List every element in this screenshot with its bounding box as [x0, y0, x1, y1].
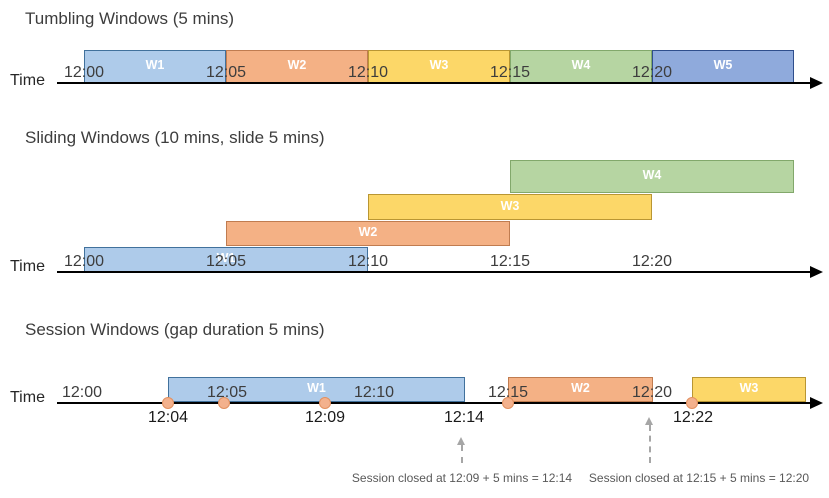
- event-dot-12-05: [218, 397, 230, 409]
- event-dot-12-04: [162, 397, 174, 409]
- window-bar-w3-session: [692, 377, 806, 402]
- tick-label-tumbling-12-05: 12:05: [205, 64, 247, 81]
- tick-label-tumbling-12-15: 12:15: [489, 64, 531, 81]
- sliding-section-title: Sliding Windows (10 mins, slide 5 mins): [25, 128, 325, 147]
- event-dot-12-22: [686, 397, 698, 409]
- window-bar-w1-sliding: [84, 247, 368, 272]
- session-close-annotation-2: Session closed at 12:15 + 5 mins = 12:20: [588, 471, 810, 485]
- window-label-w4-sliding: W4: [642, 168, 662, 182]
- event-time-label-12-04: 12:04: [147, 409, 189, 426]
- window-label-w1-tumbling: W1: [145, 58, 165, 72]
- window-label-w2-session: W2: [571, 381, 590, 395]
- tick-label-tumbling-12-10: 12:10: [347, 64, 389, 81]
- callout-arrowhead-icon-2: [645, 417, 653, 425]
- event-dot-12-15: [502, 397, 514, 409]
- tumbling-time-axis-label: Time: [10, 72, 45, 89]
- session-section-title: Session Windows (gap duration 5 mins): [25, 320, 325, 339]
- window-label-w3-tumbling: W3: [429, 58, 449, 72]
- window-bar-w1-session: [168, 377, 465, 402]
- timeline-arrowhead-icon-tumbling: [810, 77, 823, 89]
- window-bar-w4-sliding: [510, 160, 794, 193]
- timeline-axis-tumbling: [57, 82, 810, 84]
- session-time-axis-label: Time: [10, 389, 45, 406]
- callout-arrow-line-2: [649, 425, 651, 463]
- tick-label-tumbling-12-00: 12:00: [63, 64, 105, 81]
- window-label-w3-session: W3: [739, 381, 759, 395]
- sliding-time-axis-label: Time: [10, 258, 45, 275]
- callout-arrowhead-icon-1: [457, 437, 465, 445]
- window-bar-w3-sliding: [368, 194, 652, 220]
- tumbling-section-title: Tumbling Windows (5 mins): [25, 9, 235, 28]
- timeline-axis-sliding: [57, 271, 810, 273]
- window-label-w3-sliding: W3: [500, 199, 520, 213]
- tick-label-session-12-00: 12:00: [61, 384, 103, 401]
- window-bar-w3-tumbling: [368, 50, 510, 83]
- window-bar-w5-tumbling: [652, 50, 794, 83]
- window-label-w2-sliding: W2: [358, 225, 378, 239]
- timeline-arrowhead-icon-sliding: [810, 266, 823, 278]
- tick-label-session-12-10: 12:10: [353, 384, 395, 401]
- tick-label-session-12-15: 12:15: [487, 384, 529, 401]
- window-label-w4-tumbling: W4: [571, 58, 591, 72]
- callout-arrow-line-1: [461, 445, 463, 463]
- tick-label-tumbling-12-20: 12:20: [631, 64, 673, 81]
- window-bar-w2-session: [508, 377, 653, 402]
- tick-label-session-12-20: 12:20: [631, 384, 673, 401]
- window-label-w5-tumbling: W5: [713, 58, 733, 72]
- tick-label-sliding-12-10: 12:10: [347, 253, 389, 270]
- window-bar-w1-tumbling: [84, 50, 226, 83]
- tick-label-session-12-05: 12:05: [206, 384, 248, 401]
- timeline-axis-session: [57, 402, 810, 404]
- event-dot-12-09: [319, 397, 331, 409]
- window-label-w1-session: W1: [307, 381, 326, 395]
- event-time-label-12-14: 12:14: [443, 409, 485, 426]
- tick-label-sliding-12-15: 12:15: [489, 253, 531, 270]
- tick-label-sliding-12-00: 12:00: [63, 253, 105, 270]
- session-close-annotation-1: Session closed at 12:09 + 5 mins = 12:14: [351, 471, 573, 485]
- tick-label-sliding-12-05: 12:05: [205, 253, 247, 270]
- window-label-w1-sliding: W1: [216, 251, 236, 265]
- tick-label-sliding-12-20: 12:20: [631, 253, 673, 270]
- window-bar-w2-sliding: [226, 221, 510, 246]
- event-time-label-12-09: 12:09: [304, 409, 346, 426]
- event-time-label-12-22: 12:22: [672, 409, 714, 426]
- timeline-arrowhead-icon-session: [810, 397, 823, 409]
- window-label-w2-tumbling: W2: [287, 58, 307, 72]
